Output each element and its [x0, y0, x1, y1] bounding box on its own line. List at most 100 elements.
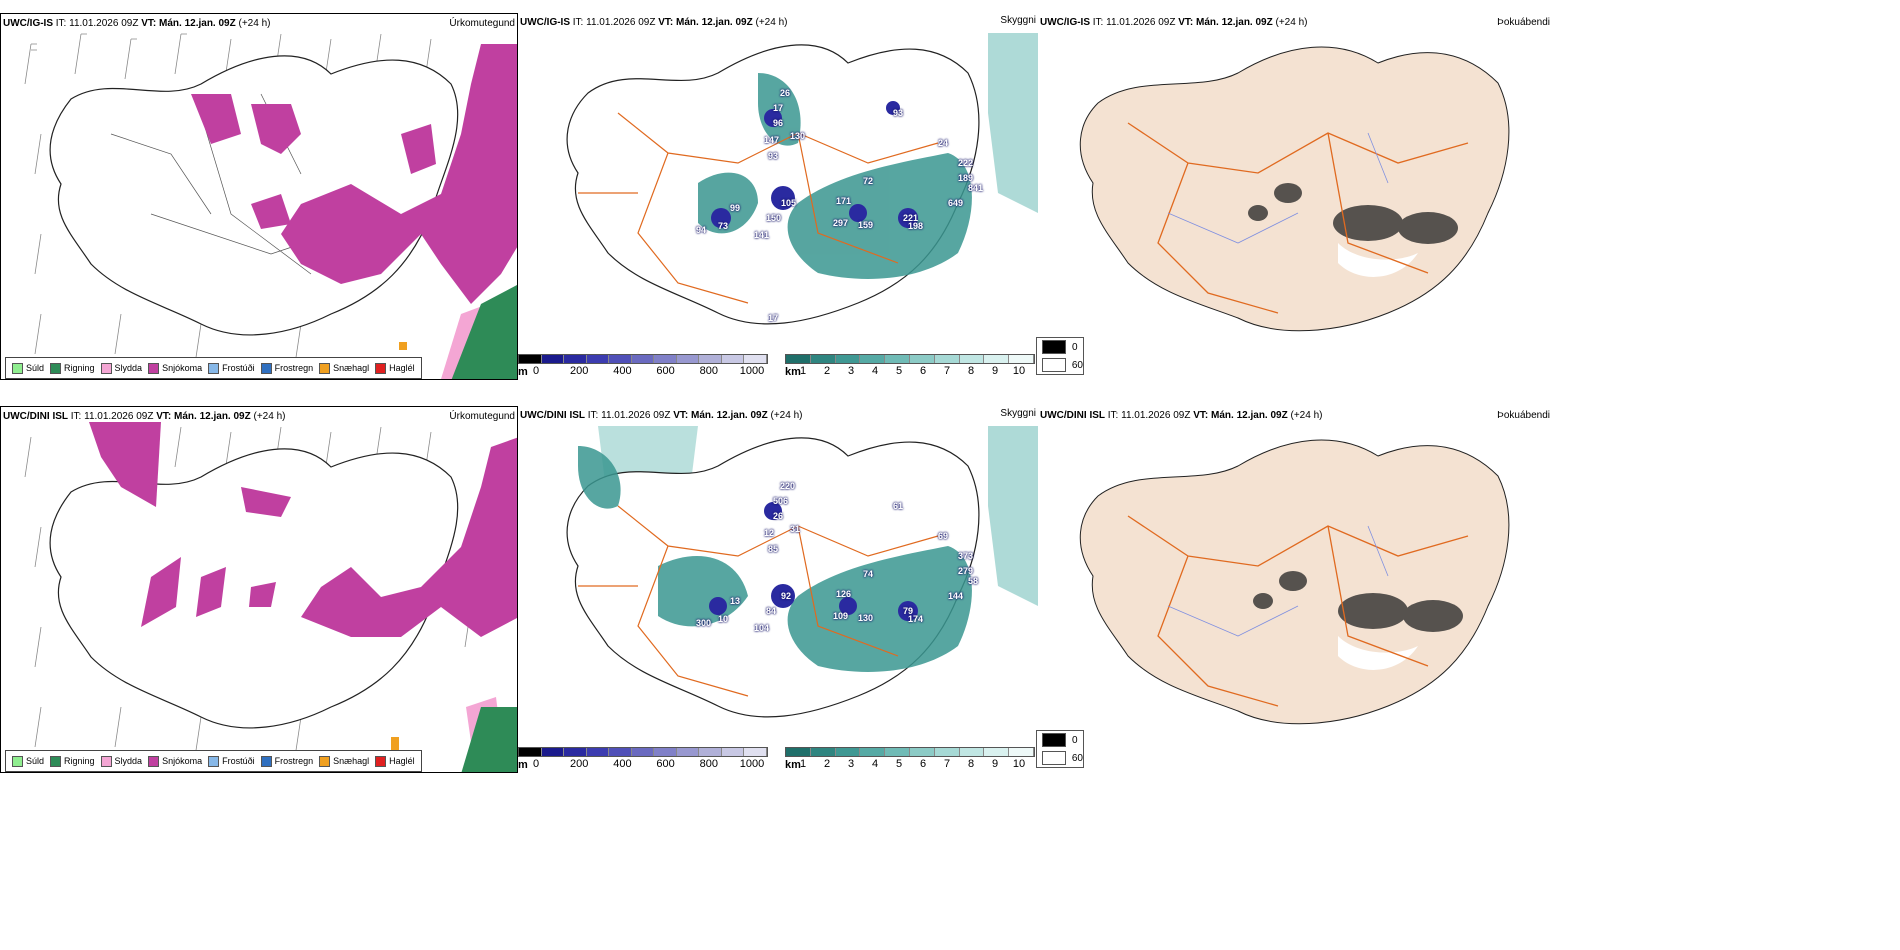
legend-item: Snjókoma — [148, 755, 202, 767]
colorbar-step — [786, 355, 811, 363]
cloudbase-label: 96 — [773, 118, 784, 128]
cloudbase-label: 17 — [768, 313, 779, 323]
colorbar-step — [541, 748, 565, 756]
swatch — [319, 362, 331, 374]
colorbar-tick: 600 — [656, 365, 675, 377]
fog-dark-areas-2 — [1253, 571, 1463, 632]
lead-time: (+24 h) — [1290, 410, 1323, 421]
valid-time: Mán. 12.jan. 09Z — [676, 17, 753, 28]
legend-label: Frostregn — [274, 363, 314, 373]
valid-label: VT: — [156, 411, 172, 422]
legend-item: Slydda — [100, 362, 142, 374]
precip-type-panel-2: UWC/DINI ISL IT: 11.01.2026 09Z VT: Mán.… — [0, 406, 518, 773]
cloudbase-label: 93 — [768, 151, 779, 161]
colorbar-step — [835, 748, 861, 756]
colorbar-step — [609, 748, 632, 756]
cloudbase-label: 144 — [948, 591, 964, 601]
valid-time: Mán. 12.jan. 09Z — [691, 410, 768, 421]
cloudbase-label: 73 — [718, 221, 729, 231]
low-visibility-area-2 — [578, 446, 972, 672]
fog-key-value: 0 — [1072, 341, 1078, 353]
cloud-map-1 — [566, 33, 1038, 325]
colorbar-tick: 400 — [613, 365, 632, 377]
colorbar-step — [959, 748, 985, 756]
cloudbase-label: 93 — [893, 108, 904, 118]
cloudbase-label: 506 — [773, 496, 789, 506]
cloudbase-label: 105 — [781, 198, 797, 208]
legend-label: Rigning — [64, 363, 95, 373]
colorbar-tick: 10 — [1012, 365, 1026, 377]
colorbar-step — [519, 355, 542, 363]
swatch — [148, 362, 160, 374]
colorbar-tick: 600 — [656, 758, 675, 770]
cloudbase-label: 141 — [754, 230, 770, 240]
legend-label: Slydda — [114, 756, 143, 766]
legend-label: Frostregn — [274, 756, 314, 766]
legend-item: Rigning — [50, 755, 95, 767]
issue-time: 11.01.2026 09Z — [69, 18, 139, 29]
legend-item: Snjókoma — [148, 362, 202, 374]
cloudbase-label: 69 — [938, 531, 949, 541]
precip-header-2: UWC/DINI ISL IT: 11.01.2026 09Z VT: Mán.… — [3, 411, 285, 422]
colorbar-step — [564, 748, 587, 756]
colorbar-tick: 2 — [823, 758, 831, 770]
colorbar-step — [984, 355, 1010, 363]
colorbar-step — [676, 355, 700, 363]
legend-label: Haglél — [389, 363, 415, 373]
cloudbase-label: 130 — [790, 131, 806, 141]
colorbar-tick: 1000 — [739, 758, 765, 770]
colorbar-step — [721, 355, 745, 363]
cloudbase-scale — [518, 747, 768, 757]
cloudbase-label: 99 — [730, 203, 741, 213]
legend-item: Súld — [12, 755, 44, 767]
colorbar-step — [786, 748, 811, 756]
legend-item: Haglél — [375, 362, 415, 374]
cloudbase-label: 279 — [958, 566, 974, 576]
colorbar-tick: 10 — [1012, 758, 1026, 770]
colorbar-step — [744, 355, 768, 363]
valid-time: Mán. 12.jan. 09Z — [174, 411, 251, 422]
precip-header-1: UWC/IG-IS IT: 11.01.2026 09Z VT: Mán. 12… — [3, 18, 270, 29]
colorbar-step — [934, 748, 960, 756]
fog-index-panel-1: UWC/IG-IS IT: 11.01.2026 09Z VT: Mán. 12… — [1038, 13, 1552, 380]
colorbar-step — [909, 748, 935, 756]
colorbar-tick: 1 — [799, 365, 807, 377]
lead-time: (+24 h) — [253, 411, 286, 422]
issue-label: IT: — [70, 411, 82, 422]
legend-label: Frostúði — [222, 756, 255, 766]
swatch — [50, 362, 62, 374]
cloudbase-label: 171 — [836, 196, 852, 206]
cloud-header-2: UWC/DINI ISL IT: 11.01.2026 09Z VT: Mán.… — [520, 410, 802, 421]
issue-time: 11.01.2026 09Z — [586, 17, 656, 28]
cloudbase-label: 72 — [863, 176, 874, 186]
legend-label: Rigning — [64, 756, 95, 766]
fog-swatch — [1042, 358, 1066, 372]
colorbar-tick: 0 — [532, 758, 540, 770]
colorbar-tick: 8 — [967, 758, 975, 770]
cloudbase-label: 13 — [730, 596, 741, 606]
cloudbase-label: 61 — [893, 501, 904, 511]
fog-key-row: 60 — [1037, 356, 1083, 374]
fog-header-1: UWC/IG-IS IT: 11.01.2026 09Z VT: Mán. 12… — [1040, 17, 1307, 28]
issue-label: IT: — [55, 18, 67, 29]
model-name: UWC/IG-IS — [520, 17, 570, 28]
cloudbase-label: 104 — [754, 623, 770, 633]
fog-header-2: UWC/DINI ISL IT: 11.01.2026 09Z VT: Mán.… — [1040, 410, 1322, 421]
cloud-header-1: UWC/IG-IS IT: 11.01.2026 09Z VT: Mán. 12… — [520, 17, 787, 28]
colorbar-step — [934, 355, 960, 363]
swatch — [208, 362, 220, 374]
lead-time: (+24 h) — [1275, 17, 1308, 28]
colorbar-step — [909, 355, 935, 363]
precip-map-1 — [24, 33, 517, 379]
colorbar-tick: 4 — [871, 758, 879, 770]
cloudbase-label: 147 — [764, 135, 780, 145]
legend-item: Slydda — [100, 755, 143, 767]
colorbar-tick: 0 — [532, 365, 540, 377]
cloudbase-label: 297 — [833, 218, 849, 228]
colorbar-step — [699, 748, 722, 756]
cloudbase-label: 12 — [764, 528, 775, 538]
colorbar-tick: 3 — [847, 365, 855, 377]
cloudbase-label: 221 — [903, 213, 919, 223]
swatch — [148, 755, 160, 767]
cloudbase-label: 17 — [773, 103, 784, 113]
